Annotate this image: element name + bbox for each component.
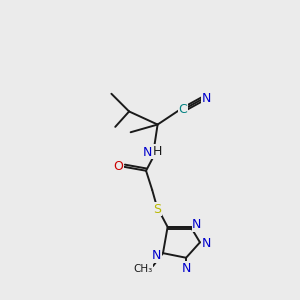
Text: C: C [178, 103, 188, 116]
Text: CH₃: CH₃ [133, 264, 153, 274]
Text: H: H [153, 145, 162, 158]
Text: N: N [201, 92, 211, 105]
Text: N: N [152, 249, 161, 262]
Text: N: N [182, 262, 191, 275]
Text: N: N [201, 237, 211, 250]
Text: O: O [113, 160, 123, 173]
Text: N: N [143, 146, 152, 159]
Text: N: N [192, 218, 202, 231]
Text: S: S [154, 203, 162, 216]
